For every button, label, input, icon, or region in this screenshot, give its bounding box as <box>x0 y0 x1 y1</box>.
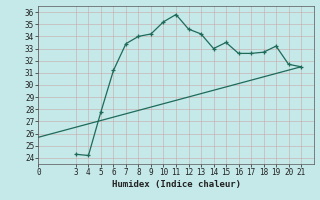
X-axis label: Humidex (Indice chaleur): Humidex (Indice chaleur) <box>111 180 241 189</box>
